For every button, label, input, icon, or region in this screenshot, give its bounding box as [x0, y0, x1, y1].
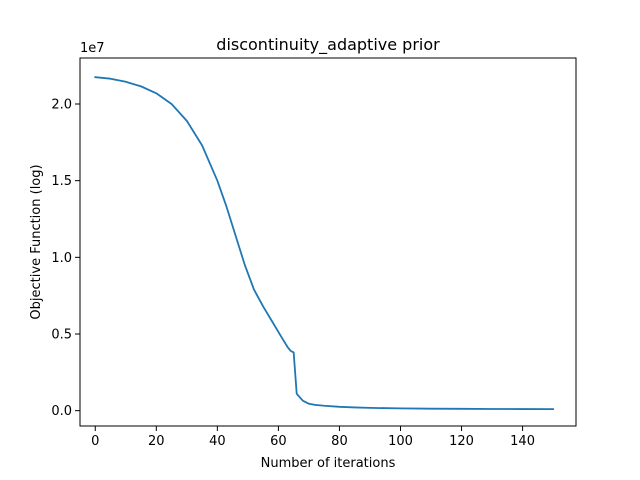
x-tick-label: 140 — [510, 434, 535, 449]
x-axis-label: Number of iterations — [261, 456, 396, 471]
y-axis-ticks: 0.0 0.5 1.0 1.5 2.0 — [51, 98, 80, 419]
y-tick-label: 1.0 — [51, 251, 72, 266]
series-line-0 — [94, 76, 555, 411]
x-tick-label: 40 — [209, 434, 226, 449]
y-axis-label: Objective Function (log) — [29, 164, 44, 319]
x-tick-label: 100 — [388, 434, 413, 449]
x-axis-ticks: 0 20 40 60 80 100 120 140 — [91, 426, 535, 449]
x-tick-label: 60 — [270, 434, 287, 449]
x-tick-label: 0 — [91, 434, 99, 449]
x-tick-label: 20 — [148, 434, 165, 449]
y-tick-label: 1.5 — [51, 174, 72, 189]
chart-title: discontinuity_adaptive prior — [216, 35, 440, 55]
x-tick-label: 120 — [449, 434, 474, 449]
plot-area — [94, 76, 555, 411]
y-axis-offset-label: 1e7 — [80, 41, 105, 56]
y-tick-label: 0.5 — [51, 328, 72, 343]
y-tick-label: 2.0 — [51, 98, 72, 113]
y-tick-label: 0.0 — [51, 404, 72, 419]
axes-frame — [79, 57, 577, 427]
x-tick-label: 80 — [331, 434, 348, 449]
